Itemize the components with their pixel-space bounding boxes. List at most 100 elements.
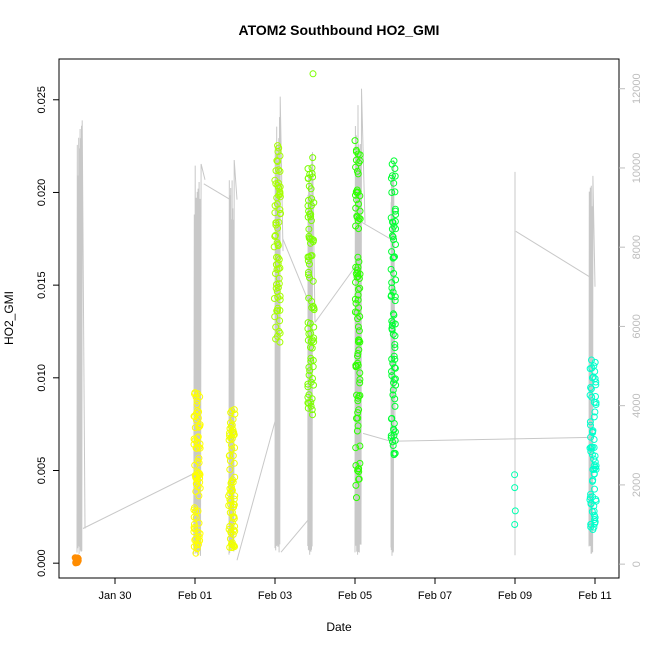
data-point — [229, 452, 237, 460]
data-point — [354, 253, 362, 261]
data-point — [192, 488, 200, 495]
data-point — [390, 222, 398, 230]
data-point — [191, 525, 199, 533]
x-axis: Jan 30 Feb 01 Feb 03 Feb 05 Feb 07 Feb 09 Feb … — [98, 578, 612, 602]
data-point — [308, 304, 316, 312]
data-point — [354, 352, 361, 360]
data-point — [190, 435, 198, 443]
data-point — [391, 341, 399, 348]
data-point — [192, 393, 200, 401]
data-point — [309, 411, 316, 419]
data-point — [276, 338, 284, 346]
data-point — [192, 416, 200, 424]
altitude-transit-line — [282, 239, 310, 303]
data-point — [272, 167, 280, 175]
data-point — [305, 207, 313, 215]
data-point — [193, 545, 201, 553]
data-point — [352, 481, 360, 489]
data-point — [387, 174, 395, 182]
data-point — [304, 380, 312, 388]
data-point — [511, 521, 519, 528]
data-point — [276, 306, 284, 314]
data-point — [229, 542, 237, 549]
data-point — [192, 549, 200, 557]
data-point — [194, 434, 202, 442]
altitude-series — [76, 88, 596, 561]
data-point — [230, 495, 238, 503]
data-point — [195, 459, 203, 467]
data-point — [511, 507, 519, 515]
data-point — [591, 458, 599, 466]
data-point — [356, 376, 364, 383]
data-point — [304, 383, 312, 391]
y-tick-label: 0.005 — [36, 457, 48, 485]
data-point — [305, 371, 313, 379]
data-point — [276, 206, 284, 214]
data-point — [355, 327, 363, 335]
data-point — [591, 485, 598, 493]
data-point — [231, 527, 239, 535]
data-point — [276, 317, 284, 325]
altitude-flight-line — [588, 175, 596, 554]
altitude-transit-line — [390, 436, 592, 442]
chart-title: ATOM2 Southbound HO2_GMI — [239, 22, 440, 38]
y2-tick-label: 2000 — [631, 473, 643, 497]
data-point — [275, 256, 283, 263]
data-point — [356, 442, 364, 450]
data-point — [590, 362, 598, 370]
data-point — [355, 258, 363, 266]
altitude-transit-line — [362, 432, 392, 442]
data-point — [354, 269, 362, 277]
altitude-flight-line — [228, 159, 238, 555]
data-point — [353, 273, 361, 281]
data-point — [195, 408, 203, 416]
data-point — [275, 274, 283, 282]
y-axis-label: HO2_GMI — [2, 291, 16, 345]
data-point — [389, 233, 397, 241]
data-point — [355, 225, 362, 233]
data-point — [590, 413, 598, 421]
data-point — [354, 150, 362, 158]
data-point — [586, 391, 594, 399]
data-point — [195, 519, 203, 527]
data-point — [353, 494, 360, 502]
data-point — [511, 484, 519, 492]
data-point — [352, 299, 360, 307]
data-point — [391, 402, 399, 410]
data-point — [391, 395, 399, 403]
data-point — [589, 493, 597, 501]
data-point — [231, 522, 239, 530]
data-point — [588, 374, 596, 382]
data-point — [388, 355, 396, 363]
altitude-transit-line — [314, 266, 356, 323]
data-point — [589, 477, 596, 485]
data-point — [352, 156, 360, 164]
y2-tick-label: 4000 — [631, 393, 643, 417]
data-point — [271, 176, 279, 184]
y2-tick-label: 8000 — [631, 235, 643, 259]
data-point — [388, 279, 396, 287]
data-point — [192, 535, 200, 543]
data-point — [228, 486, 236, 494]
data-point — [276, 264, 284, 272]
data-point — [196, 530, 204, 538]
data-point — [588, 508, 596, 516]
x-tick-label: Feb 01 — [178, 590, 212, 602]
altitude-flight-line — [307, 152, 316, 555]
data-point — [389, 386, 397, 394]
data-point — [304, 399, 312, 407]
data-point — [591, 375, 599, 383]
data-point — [230, 503, 237, 511]
data-point — [305, 225, 313, 233]
data-point — [356, 313, 364, 320]
data-point — [388, 284, 396, 292]
data-points — [71, 70, 600, 567]
data-point — [274, 224, 282, 232]
data-point — [308, 252, 316, 260]
data-point — [590, 398, 598, 406]
data-point — [391, 218, 399, 225]
data-point — [191, 413, 199, 421]
data-point — [227, 487, 235, 495]
data-point — [391, 344, 399, 352]
data-point — [592, 497, 600, 505]
